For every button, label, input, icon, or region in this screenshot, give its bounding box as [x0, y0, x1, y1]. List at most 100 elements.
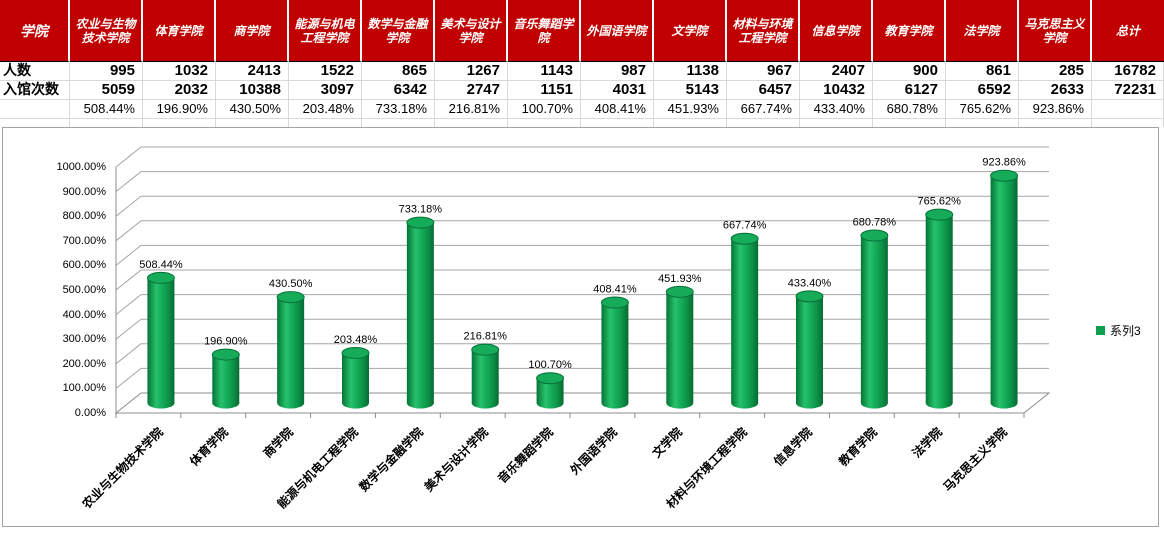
table-cell[interactable]: 2032 — [143, 81, 216, 100]
table-cell[interactable]: 3097 — [289, 81, 362, 100]
row-people-label[interactable]: 人数 — [0, 62, 70, 81]
bar-9[interactable] — [731, 238, 759, 403]
bar-3[interactable] — [342, 352, 369, 403]
bar-1[interactable] — [212, 354, 240, 403]
bar-chart[interactable]: 系列3 508.44% 196.90% 430.50% 203.48% 733.18% 2… — [2, 127, 1159, 527]
column-header[interactable]: 商学院 — [216, 0, 289, 62]
table-cell[interactable]: 923.86% — [1019, 100, 1092, 119]
bar-top[interactable] — [341, 346, 370, 359]
bar-7[interactable] — [601, 302, 629, 403]
bar-value-label: 765.62% — [917, 196, 961, 208]
bar-12[interactable] — [925, 214, 953, 403]
table-cell[interactable]: 987 — [581, 62, 654, 81]
legend[interactable]: 系列3 — [1096, 322, 1141, 339]
column-header[interactable]: 音乐舞蹈学院 — [508, 0, 581, 62]
table-cell[interactable]: 967 — [727, 62, 800, 81]
column-header[interactable]: 农业与生物技术学院 — [70, 0, 143, 62]
bar-top[interactable] — [795, 290, 824, 303]
column-header[interactable]: 数学与金融学院 — [362, 0, 435, 62]
table-cell[interactable]: 1267 — [435, 62, 508, 81]
table-cell[interactable]: 4031 — [581, 81, 654, 100]
table-cell[interactable]: 733.18% — [362, 100, 435, 119]
bar-top[interactable] — [406, 216, 435, 229]
bar-top[interactable] — [730, 232, 759, 245]
table-cell[interactable]: 1151 — [508, 81, 581, 100]
table-cell[interactable]: 16782 — [1092, 62, 1164, 81]
table-cell[interactable]: 6457 — [727, 81, 800, 100]
bar-value-label: 508.44% — [139, 259, 183, 271]
table-cell[interactable]: 6592 — [946, 81, 1019, 100]
bar-top[interactable] — [665, 285, 694, 298]
column-header[interactable]: 文学院 — [654, 0, 727, 62]
table-cell[interactable]: 100.70% — [508, 100, 581, 119]
table-corner-header[interactable]: 学院 — [0, 0, 70, 62]
row-ratio-label[interactable] — [0, 100, 70, 119]
column-header[interactable]: 总计 — [1092, 0, 1164, 62]
table-cell[interactable]: 865 — [362, 62, 435, 81]
bar-top[interactable] — [471, 343, 500, 356]
table-cell[interactable] — [1092, 100, 1164, 119]
table-cell[interactable]: 765.62% — [946, 100, 1019, 119]
table-cell[interactable]: 1032 — [143, 62, 216, 81]
table-cell[interactable]: 285 — [1019, 62, 1092, 81]
table-cell[interactable]: 216.81% — [435, 100, 508, 119]
table-cell[interactable]: 451.93% — [654, 100, 727, 119]
table-cell[interactable]: 1138 — [654, 62, 727, 81]
table-cell[interactable]: 667.74% — [727, 100, 800, 119]
table-cell[interactable]: 680.78% — [873, 100, 946, 119]
column-header[interactable]: 体育学院 — [143, 0, 216, 62]
table-cell[interactable]: 196.90% — [143, 100, 216, 119]
bar-top[interactable] — [925, 208, 954, 221]
bar-8[interactable] — [666, 291, 694, 403]
grid-filler — [581, 119, 654, 127]
column-header[interactable]: 教育学院 — [873, 0, 946, 62]
table-cell[interactable]: 900 — [873, 62, 946, 81]
bar-10[interactable] — [796, 296, 823, 403]
column-header[interactable]: 材料与环境工程学院 — [727, 0, 800, 62]
column-header[interactable]: 能源与机电工程学院 — [289, 0, 362, 62]
table-cell[interactable]: 408.41% — [581, 100, 654, 119]
bar-11[interactable] — [860, 235, 888, 403]
bar-2[interactable] — [277, 297, 305, 403]
table-cell[interactable]: 995 — [70, 62, 143, 81]
table-cell[interactable]: 6342 — [362, 81, 435, 100]
grid-filler — [727, 119, 800, 127]
table-cell[interactable]: 6127 — [873, 81, 946, 100]
table-cell[interactable]: 1522 — [289, 62, 362, 81]
table-cell[interactable]: 2413 — [216, 62, 289, 81]
column-header[interactable]: 法学院 — [946, 0, 1019, 62]
bar-top[interactable] — [536, 372, 565, 385]
table-cell[interactable]: 10432 — [800, 81, 873, 100]
y-axis-label: 900.00% — [62, 185, 106, 198]
table-cell[interactable]: 2633 — [1019, 81, 1092, 100]
table-cell[interactable]: 430.50% — [216, 100, 289, 119]
table-cell[interactable]: 1143 — [508, 62, 581, 81]
table-cell[interactable]: 508.44% — [70, 100, 143, 119]
table-cell[interactable]: 861 — [946, 62, 1019, 81]
table-cell[interactable]: 2407 — [800, 62, 873, 81]
table-cell[interactable]: 203.48% — [289, 100, 362, 119]
bar-top[interactable] — [860, 229, 889, 242]
table-cell[interactable]: 433.40% — [800, 100, 873, 119]
bar-5[interactable] — [471, 349, 499, 403]
bar-top[interactable] — [600, 296, 629, 309]
bar-top[interactable] — [990, 169, 1019, 182]
table-cell[interactable]: 2747 — [435, 81, 508, 100]
table-cell[interactable]: 72231 — [1092, 81, 1164, 100]
bar-top[interactable] — [146, 271, 175, 284]
table-cell[interactable]: 5143 — [654, 81, 727, 100]
column-header[interactable]: 美术与设计学院 — [435, 0, 508, 62]
gridline — [115, 367, 1049, 389]
table-cell[interactable]: 10388 — [216, 81, 289, 100]
bar-13[interactable] — [990, 175, 1018, 403]
bar-4[interactable] — [406, 222, 434, 403]
bar-top[interactable] — [211, 348, 240, 361]
table-cell[interactable]: 5059 — [70, 81, 143, 100]
bar-top[interactable] — [276, 291, 305, 304]
column-header[interactable]: 马克思主义学院 — [1019, 0, 1092, 62]
bar-value-label: 733.18% — [399, 204, 443, 216]
column-header[interactable]: 外国语学院 — [581, 0, 654, 62]
row-visits-label[interactable]: 入馆次数 — [0, 81, 70, 100]
bar-0[interactable] — [147, 277, 175, 403]
column-header[interactable]: 信息学院 — [800, 0, 873, 62]
